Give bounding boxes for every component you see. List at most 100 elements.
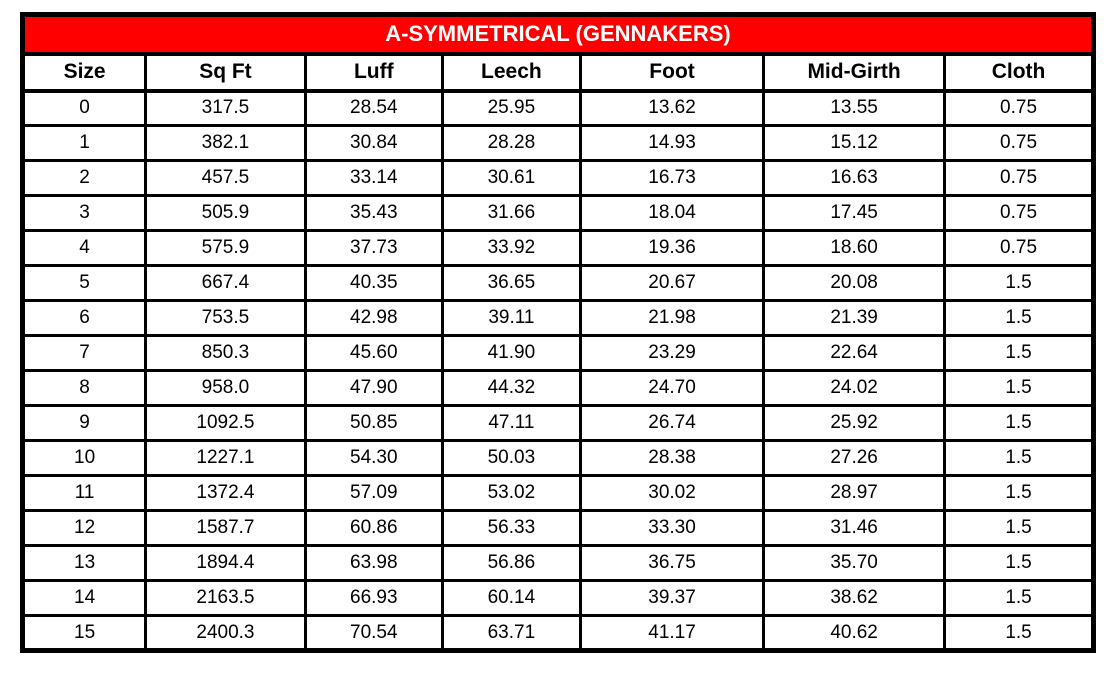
table-cell: 30.02 — [578, 474, 766, 512]
table-cell: 0.75 — [943, 89, 1095, 127]
table-cell: 28.28 — [440, 124, 582, 162]
table-cell: 16.63 — [762, 159, 947, 197]
table-cell: 10 — [20, 439, 148, 477]
table-cell: 60.86 — [303, 509, 444, 547]
table-cell: 5 — [20, 264, 148, 302]
table-cell: 15 — [20, 614, 148, 652]
table-title-row: A-SYMMETRICAL (GENNAKERS) — [21, 13, 1095, 56]
table-cell: 0.75 — [943, 229, 1095, 267]
table-cell: 1.5 — [943, 509, 1095, 547]
table-row: 8 958.0 47.90 44.32 24.70 24.02 1.5 — [20, 369, 1095, 407]
table-cell: 11 — [20, 474, 148, 512]
table-cell: 17.45 — [762, 194, 947, 232]
table-cell: 56.86 — [440, 544, 582, 582]
table-cell: 1.5 — [943, 299, 1095, 337]
table-cell: 1.5 — [943, 404, 1095, 442]
table-cell: 60.14 — [440, 579, 582, 617]
column-header-mid-girth: Mid-Girth — [762, 52, 947, 93]
table-cell: 27.26 — [762, 439, 947, 477]
table-cell: 50.85 — [303, 404, 444, 442]
column-header-sqft: Sq Ft — [144, 52, 307, 93]
table-cell: 40.35 — [303, 264, 444, 302]
table-cell: 1.5 — [943, 614, 1095, 652]
table-cell: 54.30 — [303, 439, 444, 477]
table-cell: 850.3 — [144, 334, 307, 372]
table-cell: 39.37 — [578, 579, 766, 617]
table-cell: 0.75 — [943, 159, 1095, 197]
table-body: 0 317.5 28.54 25.95 13.62 13.55 0.75 1 382.1 30.8… — [20, 89, 1095, 652]
table-cell: 45.60 — [303, 334, 444, 372]
table-row: 13 1894.4 63.98 56.86 36.75 35.70 1.5 — [20, 544, 1095, 582]
table-cell: 14 — [20, 579, 148, 617]
table-cell: 317.5 — [144, 89, 307, 127]
table-cell: 1372.4 — [144, 474, 307, 512]
table-row: 9 1092.5 50.85 47.11 26.74 25.92 1.5 — [20, 404, 1095, 442]
table-cell: 36.65 — [440, 264, 582, 302]
table-cell: 13.62 — [578, 89, 766, 127]
table-row: 10 1227.1 54.30 50.03 28.38 27.26 1.5 — [20, 439, 1095, 477]
table-cell: 4 — [20, 229, 148, 267]
table-cell: 40.62 — [762, 614, 947, 652]
table-cell: 1.5 — [943, 439, 1095, 477]
table-row: 3 505.9 35.43 31.66 18.04 17.45 0.75 — [20, 194, 1095, 232]
table-cell: 0 — [20, 89, 148, 127]
table-cell: 958.0 — [144, 369, 307, 407]
table-cell: 30.84 — [303, 124, 444, 162]
table-cell: 25.95 — [440, 89, 582, 127]
table-cell: 0.75 — [943, 124, 1095, 162]
table-cell: 47.11 — [440, 404, 582, 442]
gennaker-spec-table: A-SYMMETRICAL (GENNAKERS) Size Sq Ft Luf… — [20, 12, 1096, 653]
table-cell: 56.33 — [440, 509, 582, 547]
table-cell: 28.97 — [762, 474, 947, 512]
table-cell: 31.66 — [440, 194, 582, 232]
table-cell: 14.93 — [578, 124, 766, 162]
table-row: 12 1587.7 60.86 56.33 33.30 31.46 1.5 — [20, 509, 1095, 547]
table-cell: 28.54 — [303, 89, 444, 127]
table-cell: 7 — [20, 334, 148, 372]
table-cell: 66.93 — [303, 579, 444, 617]
table-cell: 1.5 — [943, 544, 1095, 582]
table-cell: 31.46 — [762, 509, 947, 547]
table-row: 5 667.4 40.35 36.65 20.67 20.08 1.5 — [20, 264, 1095, 302]
table-cell: 1.5 — [943, 369, 1095, 407]
table-cell: 25.92 — [762, 404, 947, 442]
table-cell: 16.73 — [578, 159, 766, 197]
table-cell: 20.67 — [578, 264, 766, 302]
column-header-size: Size — [20, 52, 148, 93]
table-cell: 37.73 — [303, 229, 444, 267]
table-cell: 18.04 — [578, 194, 766, 232]
table-cell: 50.03 — [440, 439, 582, 477]
table-cell: 19.36 — [578, 229, 766, 267]
table-cell: 575.9 — [144, 229, 307, 267]
table-cell: 26.74 — [578, 404, 766, 442]
table-cell: 70.54 — [303, 614, 444, 652]
table-cell: 1227.1 — [144, 439, 307, 477]
table-cell: 21.39 — [762, 299, 947, 337]
table-cell: 30.61 — [440, 159, 582, 197]
table-cell: 12 — [20, 509, 148, 547]
table-cell: 57.09 — [303, 474, 444, 512]
table-row: 6 753.5 42.98 39.11 21.98 21.39 1.5 — [20, 299, 1095, 337]
table-cell: 35.70 — [762, 544, 947, 582]
table-cell: 6 — [20, 299, 148, 337]
table-row: 1 382.1 30.84 28.28 14.93 15.12 0.75 — [20, 124, 1095, 162]
table-row: 2 457.5 33.14 30.61 16.73 16.63 0.75 — [20, 159, 1095, 197]
table-cell: 13 — [20, 544, 148, 582]
table-cell: 42.98 — [303, 299, 444, 337]
table-row: 4 575.9 37.73 33.92 19.36 18.60 0.75 — [20, 229, 1095, 267]
table-cell: 39.11 — [440, 299, 582, 337]
table-cell: 28.38 — [578, 439, 766, 477]
table-cell: 23.29 — [578, 334, 766, 372]
table-cell: 667.4 — [144, 264, 307, 302]
table-cell: 505.9 — [144, 194, 307, 232]
table-cell: 1.5 — [943, 264, 1095, 302]
table-cell: 63.71 — [440, 614, 582, 652]
table-cell: 2400.3 — [144, 614, 307, 652]
table-cell: 15.12 — [762, 124, 947, 162]
table-cell: 22.64 — [762, 334, 947, 372]
table-cell: 457.5 — [144, 159, 307, 197]
column-header-luff: Luff — [303, 52, 444, 93]
table-cell: 21.98 — [578, 299, 766, 337]
column-header-leech: Leech — [440, 52, 582, 93]
